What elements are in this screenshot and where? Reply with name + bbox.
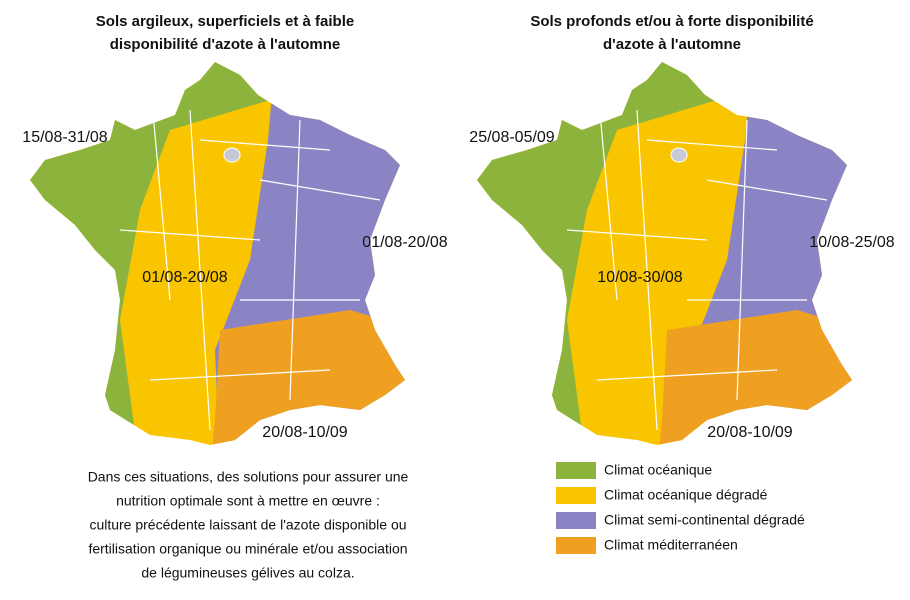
border (566, 229, 708, 241)
border (119, 229, 261, 241)
note-line: fertilisation organique ou minérale et/o… (88, 541, 407, 557)
climate-zone (657, 310, 852, 445)
border (596, 369, 778, 381)
map-title: Sols argileux, superficiels et à faible (96, 13, 354, 30)
period-label: 10/08-30/08 (597, 269, 683, 286)
map: Sols profonds et/ou à forte disponibilit… (469, 13, 895, 445)
border (149, 369, 331, 381)
legend-swatch (556, 537, 596, 554)
border (736, 119, 748, 401)
period-label: 25/08-05/09 (469, 129, 555, 146)
period-label: 01/08-20/08 (362, 234, 448, 251)
legend-label: Climat océanique dégradé (604, 487, 768, 503)
period-label: 15/08-31/08 (22, 129, 108, 146)
legend-label: Climat semi-continental dégradé (604, 512, 805, 528)
map-title: Sols profonds et/ou à forte disponibilit… (530, 13, 813, 30)
border (646, 139, 778, 151)
note-line: Dans ces situations, des solutions pour … (88, 469, 409, 485)
legend-swatch (556, 462, 596, 479)
border (706, 179, 828, 201)
paris (670, 147, 688, 163)
period-label: 20/08-10/09 (707, 424, 793, 441)
period-label: 10/08-25/08 (809, 234, 895, 251)
border (636, 109, 658, 431)
map: Sols argileux, superficiels et à faible d… (22, 13, 448, 445)
border (199, 139, 331, 151)
border (259, 179, 381, 201)
border (289, 119, 301, 401)
legend-label: Climat méditerranéen (604, 537, 738, 553)
legend-swatch (556, 512, 596, 529)
period-label: 20/08-10/09 (262, 424, 348, 441)
period-label: 01/08-20/08 (142, 269, 228, 286)
border (189, 109, 211, 431)
legend-swatch (556, 487, 596, 504)
paris (223, 147, 241, 163)
note-line: nutrition optimale sont à mettre en œuvr… (116, 493, 380, 509)
map-title: d'azote à l'automne (603, 36, 741, 53)
note-line: de légumineuses gélives au colza. (141, 565, 354, 581)
climate-zone (210, 310, 405, 445)
map-title: disponibilité d'azote à l'automne (110, 36, 341, 53)
legend-label: Climat océanique (604, 462, 712, 478)
note-line: culture précédente laissant de l'azote d… (89, 517, 406, 533)
